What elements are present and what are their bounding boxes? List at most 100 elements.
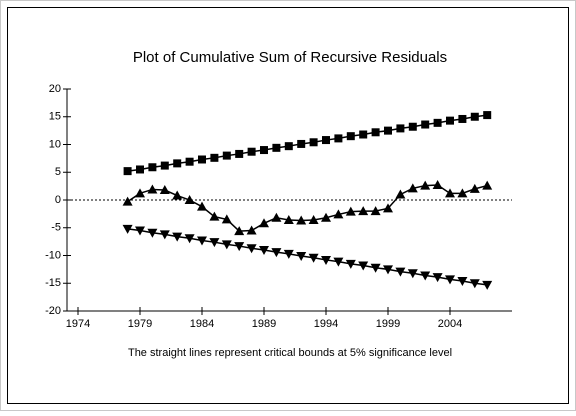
y-tick-label: -10: [45, 249, 61, 261]
marker: [123, 167, 132, 176]
marker: [148, 163, 157, 172]
marker: [221, 214, 232, 224]
marker: [384, 126, 392, 135]
marker: [247, 147, 256, 156]
marker: [259, 218, 269, 228]
marker: [173, 159, 182, 168]
marker: [185, 157, 194, 166]
marker: [470, 112, 479, 121]
marker: [284, 142, 293, 151]
marker: [333, 209, 344, 219]
marker: [234, 242, 245, 252]
marker: [296, 215, 307, 225]
marker: [321, 212, 331, 222]
y-tick-label: -20: [45, 305, 61, 317]
marker: [482, 280, 493, 290]
marker: [395, 189, 406, 199]
marker: [308, 214, 319, 224]
marker: [370, 206, 381, 216]
marker: [482, 180, 493, 190]
marker: [136, 165, 144, 174]
x-tick-label: 1979: [128, 318, 152, 330]
marker: [147, 184, 158, 194]
marker: [469, 183, 480, 193]
marker: [420, 180, 431, 190]
marker: [359, 130, 368, 139]
marker: [371, 128, 380, 137]
marker: [457, 277, 468, 287]
marker: [259, 245, 269, 255]
marker: [383, 265, 393, 275]
marker: [421, 120, 430, 129]
marker: [296, 252, 307, 262]
marker: [235, 149, 244, 158]
chart-title: Plot of Cumulative Sum of Recursive Resi…: [133, 49, 447, 66]
marker: [246, 225, 257, 235]
marker: [408, 122, 417, 131]
y-tick-label: 15: [49, 111, 61, 123]
marker: [322, 136, 330, 145]
marker: [358, 261, 369, 271]
y-tick-label: -15: [45, 277, 61, 289]
marker: [446, 116, 454, 125]
marker: [334, 134, 343, 143]
marker: [309, 138, 318, 147]
marker: [260, 146, 268, 155]
marker: [209, 238, 220, 248]
marker: [159, 230, 170, 240]
marker: [345, 206, 356, 216]
marker: [370, 263, 381, 273]
marker: [407, 183, 418, 193]
x-tick-label: 1999: [376, 318, 400, 330]
marker: [271, 248, 282, 258]
marker: [433, 118, 442, 127]
marker: [160, 161, 169, 170]
marker: [483, 111, 492, 120]
marker: [395, 267, 406, 277]
marker: [396, 124, 405, 133]
marker: [222, 151, 231, 160]
y-tick-label: -5: [51, 222, 61, 234]
marker: [197, 236, 207, 246]
marker: [135, 188, 145, 198]
marker: [283, 249, 294, 259]
marker: [345, 259, 356, 269]
caption: The straight lines represent critical bo…: [128, 347, 452, 359]
y-tick-label: 0: [55, 194, 61, 206]
marker: [159, 185, 170, 195]
marker: [122, 224, 133, 234]
marker: [184, 234, 195, 244]
marker: [122, 196, 133, 206]
marker: [457, 188, 468, 198]
marker: [221, 240, 232, 250]
marker: [272, 143, 281, 152]
marker: [432, 180, 443, 190]
marker: [383, 203, 393, 213]
marker: [271, 212, 282, 222]
marker: [297, 139, 306, 148]
marker: [283, 214, 294, 224]
marker: [234, 226, 245, 236]
marker: [432, 273, 443, 283]
marker: [469, 279, 480, 289]
x-tick-label: 1974: [66, 318, 90, 330]
y-tick-label: 10: [49, 138, 61, 150]
marker: [458, 114, 467, 123]
frame: [7, 7, 569, 404]
marker: [198, 155, 206, 164]
marker: [210, 153, 219, 162]
marker: [172, 190, 183, 200]
marker: [308, 253, 319, 263]
marker: [135, 226, 145, 236]
marker: [445, 275, 455, 285]
marker: [333, 257, 344, 267]
x-tick-label: 2004: [438, 318, 462, 330]
marker: [184, 195, 195, 204]
y-tick-label: 5: [55, 166, 61, 178]
marker: [197, 201, 207, 211]
y-tick-label: 20: [49, 83, 61, 95]
x-tick-label: 1989: [252, 318, 276, 330]
x-tick-label: 1984: [190, 318, 214, 330]
marker: [209, 211, 220, 221]
